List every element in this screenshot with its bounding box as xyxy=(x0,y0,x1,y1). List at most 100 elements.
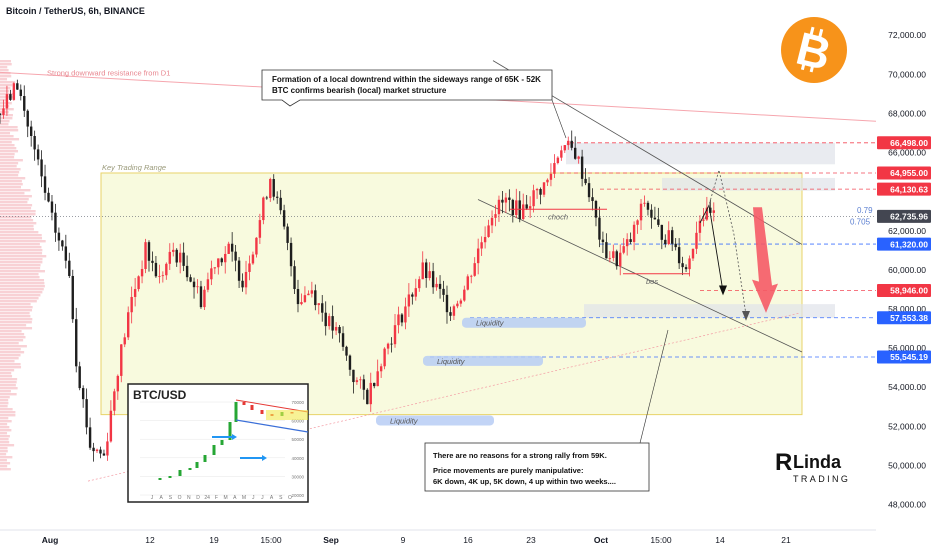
price-tag-label: 64,955.00 xyxy=(890,168,928,178)
volume-bar xyxy=(0,405,8,408)
volume-bar xyxy=(0,447,8,450)
candle-body xyxy=(5,94,9,109)
time-tick-label: Aug xyxy=(42,535,59,545)
liquidity-label: Liquidity xyxy=(390,416,419,425)
candle-body xyxy=(373,382,376,387)
candle-body xyxy=(369,382,372,405)
volume-bar xyxy=(0,207,32,210)
volume-bar xyxy=(0,351,25,354)
time-axis-bg xyxy=(0,530,932,550)
volume-bar xyxy=(0,129,19,132)
volume-bar xyxy=(0,249,43,252)
price-tick-label: 60,000.00 xyxy=(888,265,926,275)
volume-bar xyxy=(0,387,18,390)
annotation-top-line2: BTC confirms bearish (local) market stru… xyxy=(272,86,447,95)
candle-body xyxy=(185,265,189,278)
candle-body xyxy=(525,204,528,209)
time-tick-label: Oct xyxy=(594,535,608,545)
candle-body xyxy=(102,453,106,456)
price-axis-bg xyxy=(876,0,932,550)
candle-body xyxy=(147,242,151,261)
annotation-bottom: There are no reasons for a strong rally … xyxy=(424,442,650,492)
candlestick-series xyxy=(0,79,715,462)
price-tag-label: 64,130.63 xyxy=(890,184,928,194)
volume-bar xyxy=(0,381,17,384)
candle-body xyxy=(224,253,227,263)
candle-body xyxy=(445,294,449,313)
volume-bar xyxy=(0,264,41,267)
projection-solid-head xyxy=(719,285,727,296)
candle-body xyxy=(442,288,445,295)
liquidity-tag xyxy=(376,415,494,426)
candle-body xyxy=(106,441,109,456)
volume-bar xyxy=(0,267,41,270)
volume-bar xyxy=(0,453,7,456)
candle-body xyxy=(269,179,272,199)
volume-bar xyxy=(0,228,34,231)
volume-bar xyxy=(0,105,10,108)
candle-body xyxy=(40,159,43,177)
candle-body xyxy=(19,89,22,97)
inset-arrow-2-head xyxy=(262,455,267,461)
price-tag-label: 57,553.38 xyxy=(890,313,928,323)
volume-bar xyxy=(0,318,33,321)
candle-body xyxy=(515,200,518,216)
inset-x-label: A xyxy=(270,495,274,501)
candle-body xyxy=(577,156,580,159)
volume-bar xyxy=(0,465,8,468)
volume-bar xyxy=(0,297,39,300)
candle-body xyxy=(483,236,487,243)
candle-body xyxy=(712,210,715,213)
inset-candle xyxy=(178,470,182,476)
volume-bar xyxy=(0,354,21,357)
price-tags: 66,498.00 64,955.00 64,130.63 62,735.96 61,3… xyxy=(877,136,931,364)
inset-x-label: J xyxy=(252,495,255,501)
volume-bar xyxy=(0,198,29,201)
volume-bar xyxy=(0,78,8,81)
candle-body xyxy=(296,289,300,305)
volume-bar xyxy=(0,210,36,213)
volume-bar xyxy=(0,252,43,255)
candle-body xyxy=(639,203,643,221)
candle-body xyxy=(203,289,206,308)
liquidity-tags: Liquidity Liquidity Liquidity xyxy=(376,317,586,426)
candle-body xyxy=(449,312,452,316)
volume-bar xyxy=(0,294,41,297)
time-tick-label: Sep xyxy=(323,535,339,545)
time-axis[interactable]: Aug 12 19 15:00 Sep 9 16 23 Oct 15:00 14 21 xyxy=(42,535,791,545)
candle-body xyxy=(428,271,431,279)
candle-body xyxy=(352,369,355,383)
candle-body xyxy=(695,232,698,249)
liquidity-label: Liquidity xyxy=(437,357,466,366)
annotation-top-line1: Formation of a local downtrend within th… xyxy=(272,75,541,84)
candle-body xyxy=(123,337,126,345)
volume-bar xyxy=(0,156,15,159)
volume-bar xyxy=(0,456,13,459)
price-tick-label: 72,000.00 xyxy=(888,30,926,40)
price-tick-label: 68,000.00 xyxy=(888,108,926,118)
volume-bar xyxy=(0,336,26,339)
candle-body xyxy=(688,258,691,270)
inset-candle xyxy=(242,402,246,405)
candle-body xyxy=(671,230,674,244)
volume-bar xyxy=(0,222,37,225)
candle-body xyxy=(407,294,411,307)
volume-bar xyxy=(0,87,11,90)
volume-bar xyxy=(0,144,15,147)
volume-bar xyxy=(0,342,19,345)
candle-body xyxy=(331,316,334,331)
price-tag-label: 58,946.00 xyxy=(890,286,928,296)
time-tick-label: 14 xyxy=(715,535,725,545)
candle-body xyxy=(289,242,293,267)
candle-body xyxy=(234,251,237,261)
projection-solid xyxy=(699,203,724,292)
inset-x-label: A xyxy=(160,495,164,501)
candle-body xyxy=(397,314,400,326)
inset-x-label: O xyxy=(178,495,182,501)
candle-body xyxy=(327,316,331,327)
price-tag-label: 66,498.00 xyxy=(890,138,928,148)
candle-body xyxy=(667,230,670,245)
volume-bar xyxy=(0,291,43,294)
